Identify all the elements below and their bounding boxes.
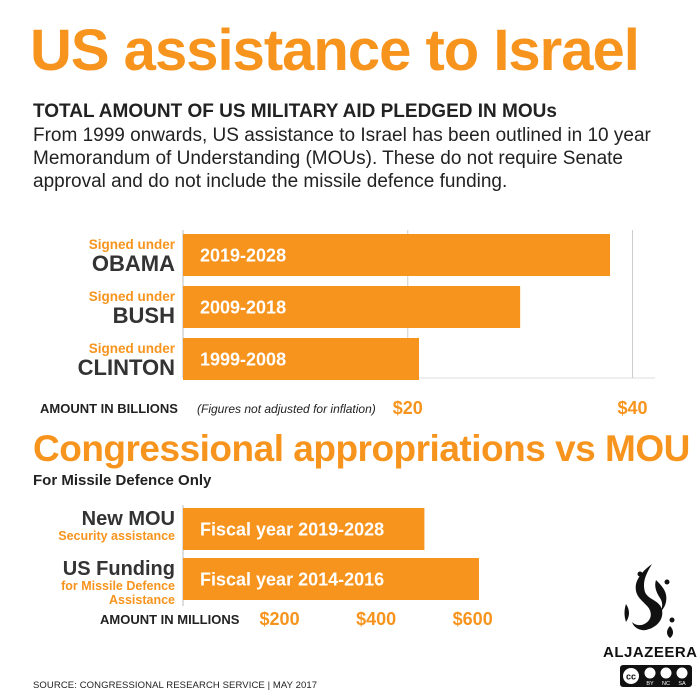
x-tick-label: $200	[260, 609, 300, 629]
svg-text:BY: BY	[646, 681, 654, 687]
bar-label: 2019-2028	[200, 246, 286, 266]
bar	[183, 508, 425, 550]
bar	[183, 286, 521, 328]
x-tick-label: $40	[618, 398, 648, 418]
x-tick-label: $20	[393, 398, 423, 418]
x-axis-title: AMOUNT IN MILLIONS	[100, 612, 240, 627]
svg-text:NC: NC	[662, 681, 670, 687]
chart-description: From 1999 onwards, US assistance to Isra…	[33, 125, 651, 192]
aljazeera-wordmark: ALJAZEERA	[603, 644, 698, 661]
x-axis-note: (Figures not adjusted for inflation)	[197, 402, 376, 416]
x-tick-label: $600	[453, 609, 493, 629]
category-note: Security assistance	[58, 529, 175, 543]
category-label: CLINTON	[78, 355, 175, 380]
category-note: Assistance	[109, 593, 175, 607]
bar-label: Fiscal year 2014-2016	[200, 570, 384, 590]
category-note: Signed under	[89, 237, 176, 252]
section2-title: Congressional appropriations vs MOU	[33, 428, 690, 469]
bar	[183, 338, 419, 380]
svg-text:SA: SA	[678, 681, 686, 687]
creative-commons-icon: cc BY NC SA	[620, 665, 692, 687]
category-label: New MOU	[82, 508, 175, 530]
bar-label: Fiscal year 2019-2028	[200, 520, 384, 540]
category-label: BUSH	[113, 303, 175, 328]
bar	[183, 558, 479, 600]
bar-label: 2009-2018	[200, 298, 286, 318]
source-note: SOURCE: CONGRESSIONAL RESEARCH SERVICE |…	[33, 680, 318, 691]
bar	[183, 234, 611, 276]
category-note: for Missile Defence	[61, 579, 175, 593]
x-axis-title: AMOUNT IN BILLIONS	[40, 401, 178, 416]
category-note: Signed under	[89, 289, 176, 304]
x-tick-label: $400	[356, 609, 396, 629]
category-note: Signed under	[89, 341, 176, 356]
section2-subtitle: For Missile Defence Only	[33, 472, 212, 489]
category-label: US Funding	[63, 558, 175, 580]
aljazeera-logo-icon	[624, 564, 675, 638]
page-title: US assistance to Israel	[30, 18, 640, 83]
category-label: OBAMA	[92, 251, 175, 276]
svg-text:cc: cc	[626, 672, 636, 682]
bar-label: 1999-2008	[200, 350, 286, 370]
chart-subtitle: TOTAL AMOUNT OF US MILITARY AID PLEDGED …	[33, 101, 557, 122]
